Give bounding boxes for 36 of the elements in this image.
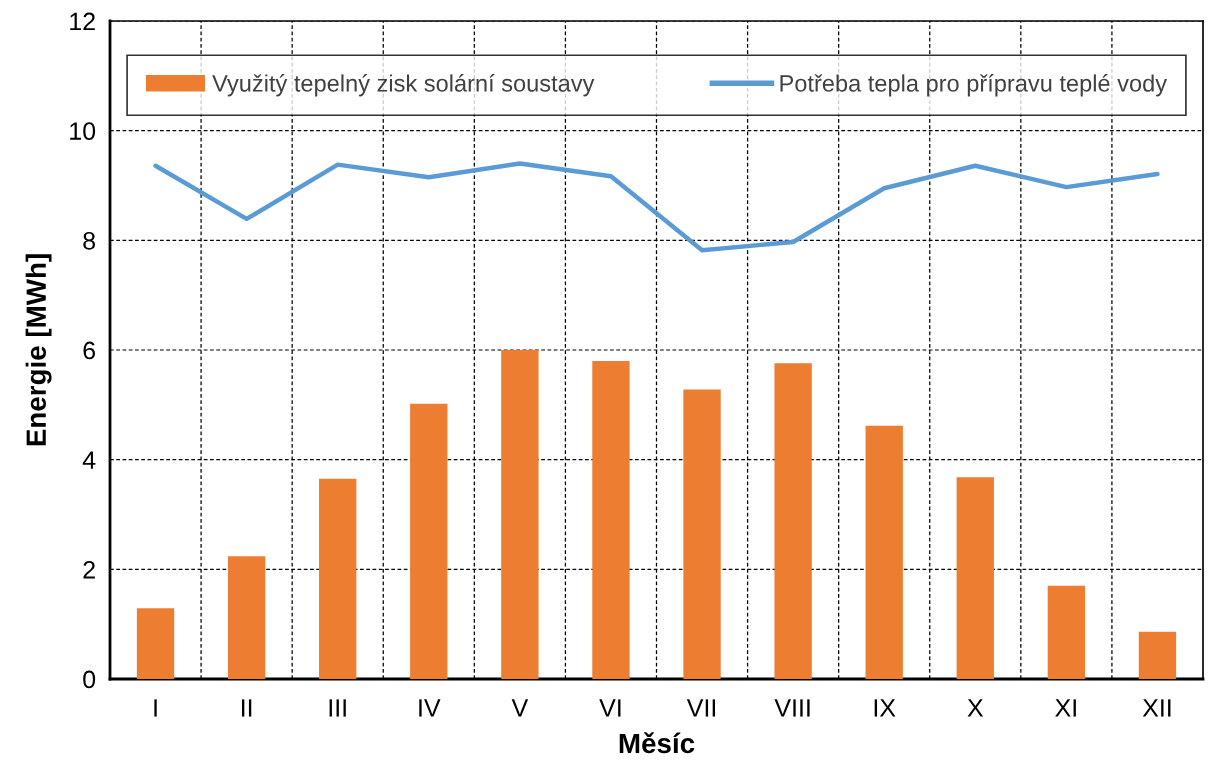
bar [774,363,812,679]
bar [136,608,175,679]
line-series [153,161,1160,253]
y-tick-label: 8 [83,231,96,250]
y-tick-label: 10 [70,122,96,140]
bar [956,477,994,679]
bar [592,360,630,679]
y-tick-label: 4 [82,451,96,469]
x-tick-label: IX [874,699,896,717]
y-tick-label: 0 [83,670,96,689]
bar [1047,585,1086,679]
y-tick-label: 2 [83,560,95,579]
x-tick-label: II [241,699,252,717]
x-tick-label: III [329,699,346,717]
x-tick-label: I [154,699,157,717]
y-axis-title: Energie [MWh] [25,254,52,446]
bar [683,389,721,679]
y-tick-label: 12 [70,12,95,31]
bar [501,350,539,679]
y-tick-label: 6 [83,341,96,360]
x-tick-label: VIII [774,699,810,717]
x-tick-label: X [967,699,984,717]
x-tick-label: V [511,699,529,717]
bar [410,403,448,679]
bar [227,556,266,679]
legend-label: Využitý tepelný zisk solární soustavy [212,74,595,97]
x-axis-title: Měsíc [619,732,695,754]
x-tick-label: XI [1055,699,1076,717]
x-tick-label: IV [419,699,441,717]
x-tick-label: VI [599,699,621,717]
x-tick-label: XII [1142,699,1171,717]
x-tick-label: VII [686,699,716,717]
bar [319,478,357,679]
bar [865,425,903,679]
legend-label: Potřeba tepla pro přípravu teplé vody [780,74,1168,97]
bar [1138,631,1177,679]
